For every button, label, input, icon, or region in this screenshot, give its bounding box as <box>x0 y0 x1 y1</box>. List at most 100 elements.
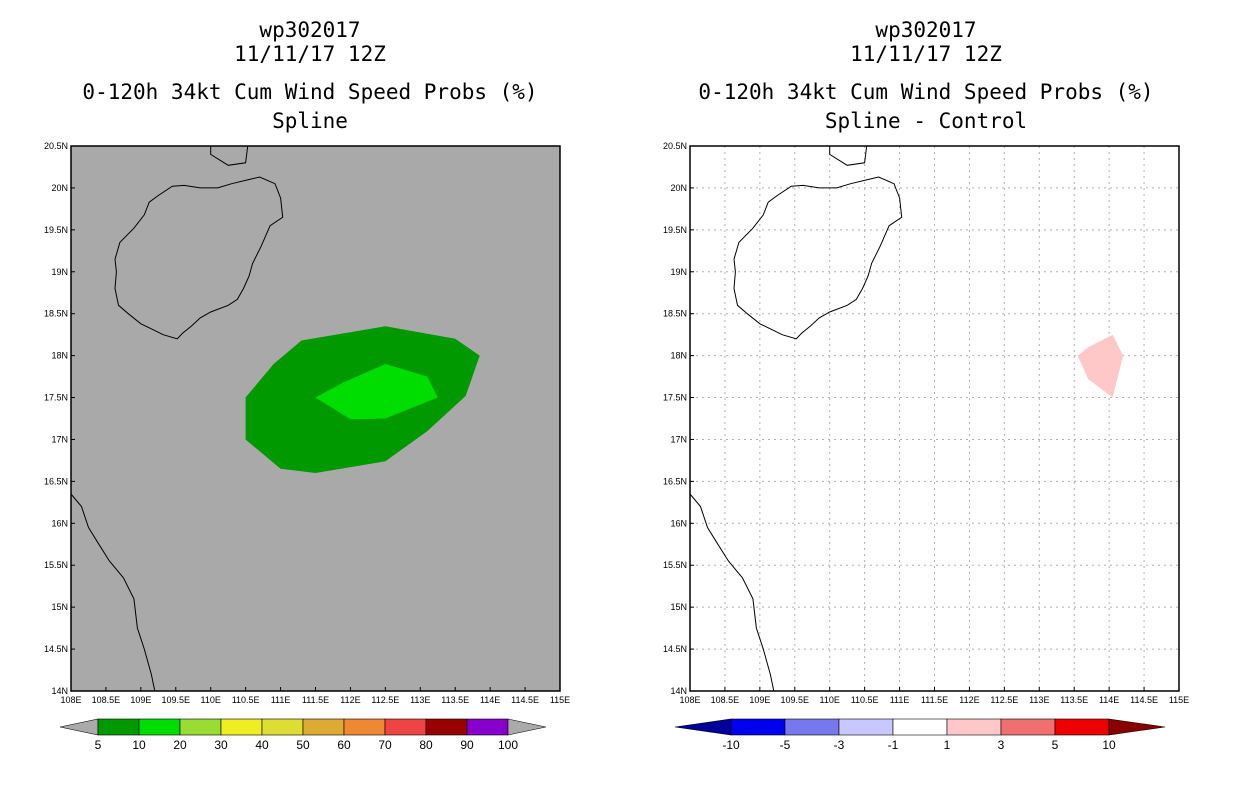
x-tick-label: 111.5E <box>921 695 948 705</box>
colorbar-cell <box>221 719 262 735</box>
x-tick-label: 110.5E <box>851 695 879 705</box>
y-tick-label: 14.5N <box>663 644 687 654</box>
y-tick-label: 18N <box>670 351 687 361</box>
x-tick-label: 108.5E <box>711 695 740 705</box>
colorbar-label: 3 <box>998 738 1005 752</box>
colorbar-label: -10 <box>722 738 740 752</box>
y-tick-label: 16N <box>51 518 68 528</box>
x-tick-label: 108E <box>679 695 700 705</box>
y-tick-label: 17N <box>51 434 68 444</box>
y-tick-label: 20.5N <box>44 141 68 151</box>
x-tick-label: 111.5E <box>302 695 329 705</box>
colorbar-cell <box>1001 719 1055 735</box>
x-tick-label: 114.5E <box>511 695 539 705</box>
colorbar-cell <box>426 719 467 735</box>
colorbar-label: 80 <box>419 738 433 752</box>
y-tick-label: 16N <box>670 518 687 528</box>
x-tick-label: 111E <box>890 695 910 705</box>
y-tick-label: 16.5N <box>663 476 687 486</box>
x-tick-label: 110.5E <box>232 695 260 705</box>
colorbar-label: 30 <box>214 738 228 752</box>
right-chart: 108E 108.5E 109E 109.5E 110E 110.5E 111E 111.5E… <box>618 0 1236 800</box>
colorbar-label: 40 <box>255 738 269 752</box>
y-tick-label: 20.5N <box>663 141 687 151</box>
y-tick-label: 17N <box>670 434 687 444</box>
y-tick-label: 18N <box>51 351 68 361</box>
colorbar-label: 90 <box>460 738 474 752</box>
colorbar-label: 100 <box>498 738 518 752</box>
colorbar-cell <box>98 719 139 735</box>
y-tick-label: 19.5N <box>663 225 687 235</box>
colorbar-cell <box>344 719 385 735</box>
y-tick-label: 19N <box>670 267 687 277</box>
x-tick-label: 110E <box>820 695 840 705</box>
left-chart: 108E 108.5E 109E 109.5E 110E 110.5E 111E 111.5E… <box>0 0 618 800</box>
x-tick-label: 112.5E <box>371 695 399 705</box>
y-tick-label: 18.5N <box>663 309 687 319</box>
colorbar-cell <box>467 719 508 735</box>
x-tick-label: 112E <box>340 695 360 705</box>
colorbar-cell <box>785 719 839 735</box>
x-tick-label: 108E <box>60 695 81 705</box>
y-tick-label: 14.5N <box>44 644 68 654</box>
colorbar-cell <box>839 719 893 735</box>
colorbar-label: 1 <box>944 738 951 752</box>
colorbar-right-arrow <box>508 719 546 735</box>
colorbar-label: 50 <box>296 738 310 752</box>
y-tick-label: 15N <box>51 602 68 612</box>
x-tick-label: 113.5E <box>441 695 469 705</box>
x-tick-label: 109E <box>749 695 770 705</box>
x-tick-label: 112E <box>959 695 979 705</box>
y-tick-label: 18.5N <box>44 309 68 319</box>
y-tick-label: 14N <box>670 686 687 696</box>
y-tick-label: 17.5N <box>44 393 68 403</box>
colorbar-label: 10 <box>1102 738 1116 752</box>
x-tick-label: 114E <box>1099 695 1119 705</box>
colorbar-cell <box>262 719 303 735</box>
x-tick-label: 114E <box>480 695 500 705</box>
colorbar-label: 60 <box>337 738 351 752</box>
colorbar-label: -3 <box>834 738 845 752</box>
colorbar-label: 20 <box>173 738 187 752</box>
colorbar-cell <box>1055 719 1109 735</box>
y-tick-label: 15.5N <box>44 560 68 570</box>
colorbar-cell <box>385 719 426 735</box>
x-tick-label: 114.5E <box>1130 695 1158 705</box>
x-tick-label: 115E <box>550 695 570 705</box>
x-tick-label: 112.5E <box>990 695 1018 705</box>
x-tick-label: 109.5E <box>162 695 191 705</box>
y-tick-label: 14N <box>51 686 68 696</box>
colorbar-left-arrow <box>60 719 98 735</box>
y-tick-label: 15N <box>670 602 687 612</box>
colorbar-label: 10 <box>132 738 146 752</box>
y-tick-label: 19N <box>51 267 68 277</box>
x-tick-label: 109E <box>130 695 151 705</box>
colorbar-label: 5 <box>95 738 102 752</box>
x-tick-label: 113.5E <box>1060 695 1088 705</box>
x-tick-label: 111E <box>271 695 291 705</box>
colorbar-left-arrow <box>675 719 731 735</box>
y-tick-label: 17.5N <box>663 393 687 403</box>
colorbar-cell <box>303 719 344 735</box>
colorbar-label: 5 <box>1052 738 1059 752</box>
y-tick-label: 19.5N <box>44 225 68 235</box>
colorbar-cell <box>139 719 180 735</box>
x-tick-label: 110E <box>201 695 221 705</box>
colorbar-cell <box>893 719 947 735</box>
x-tick-label: 108.5E <box>92 695 121 705</box>
colorbar-right-arrow <box>1109 719 1165 735</box>
colorbar-cell <box>180 719 221 735</box>
x-tick-label: 113E <box>410 695 430 705</box>
x-tick-label: 109.5E <box>781 695 810 705</box>
colorbar-label: -5 <box>780 738 791 752</box>
colorbar-cell <box>731 719 785 735</box>
y-tick-label: 20N <box>51 183 68 193</box>
y-tick-label: 20N <box>670 183 687 193</box>
y-tick-label: 16.5N <box>44 476 68 486</box>
x-tick-label: 113E <box>1029 695 1049 705</box>
colorbar-label: -1 <box>888 738 899 752</box>
colorbar-label: 70 <box>378 738 392 752</box>
colorbar-cell <box>947 719 1001 735</box>
y-tick-label: 15.5N <box>663 560 687 570</box>
x-tick-label: 115E <box>1169 695 1189 705</box>
